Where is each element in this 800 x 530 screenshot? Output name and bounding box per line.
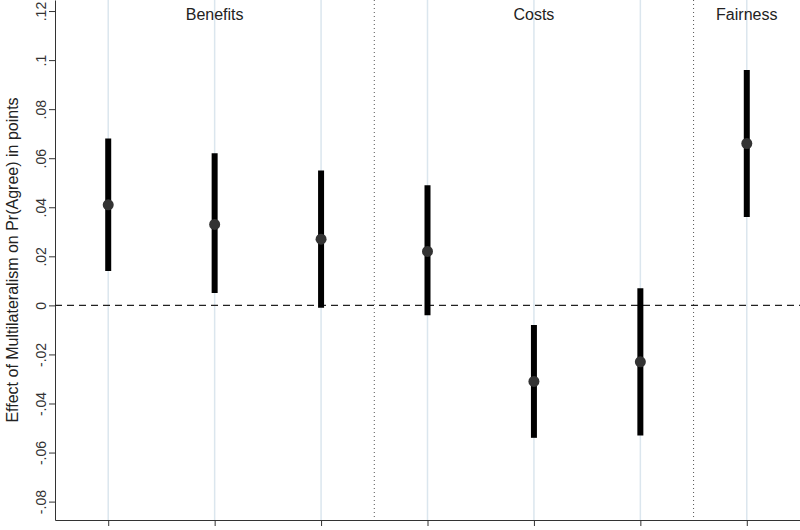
chart: Benefits Costs Fairness -.08 -.06 -.04 -.02 0 .0…	[0, 0, 800, 530]
grid-line	[107, 0, 109, 520]
y-tick-mark	[49, 502, 55, 503]
y-tick: .02	[33, 247, 55, 267]
point	[635, 356, 646, 367]
y-tick-label: -.06	[33, 441, 49, 465]
grid-line	[533, 0, 535, 520]
grid-line	[427, 0, 429, 520]
point	[741, 138, 752, 149]
x-tick	[747, 520, 748, 526]
x-axis	[56, 520, 800, 526]
grid-line	[320, 0, 322, 520]
grid-line	[746, 0, 748, 520]
group-label: Benefits	[186, 6, 244, 23]
group-separator	[374, 0, 375, 520]
y-tick-mark	[49, 158, 55, 159]
point	[422, 246, 433, 257]
y-tick-mark	[49, 354, 55, 355]
y-tick-mark	[49, 11, 55, 12]
y-tick-label: .08	[33, 100, 49, 120]
point	[528, 376, 539, 387]
y-tick: .1	[33, 55, 55, 67]
x-tick	[534, 520, 535, 526]
y-tick-mark	[49, 60, 55, 61]
y-tick-label: .04	[33, 198, 49, 218]
y-axis: -.08 -.06 -.04 -.02 0 .02 .04 .06 .08 .1 .12	[33, 1, 56, 521]
y-tick-label: -.02	[33, 343, 49, 367]
x-tick-mark	[747, 520, 748, 526]
grid	[108, 0, 747, 520]
x-tick-mark	[215, 520, 216, 526]
y-tick: .08	[33, 100, 55, 120]
y-tick-mark	[49, 109, 55, 110]
point	[209, 219, 220, 230]
y-axis-line	[55, 1, 56, 521]
y-tick-mark	[49, 256, 55, 257]
y-tick: -.06	[33, 441, 55, 465]
y-tick: -.02	[33, 343, 55, 367]
x-tick	[640, 520, 641, 526]
x-tick	[215, 520, 216, 526]
y-tick-mark	[49, 305, 55, 306]
y-axis-title: Effect of Multilateralism on Pr(Agree) i…	[4, 97, 21, 422]
x-tick-mark	[428, 520, 429, 526]
y-tick: 0	[33, 302, 55, 310]
x-tick	[108, 520, 109, 526]
y-tick-mark	[49, 453, 55, 454]
y-tick-label: .1	[33, 55, 49, 67]
x-tick-mark	[640, 520, 641, 526]
group-label: Costs	[513, 6, 554, 23]
x-tick	[428, 520, 429, 526]
y-tick-label: .06	[33, 149, 49, 169]
y-tick-label: -.04	[33, 392, 49, 416]
grid-line	[640, 0, 642, 520]
x-tick-mark	[534, 520, 535, 526]
y-tick: .12	[33, 2, 55, 22]
y-tick: .06	[33, 149, 55, 169]
point	[103, 199, 114, 210]
y-tick: -.04	[33, 392, 55, 416]
y-tick-mark	[49, 207, 55, 208]
y-tick-label: 0	[33, 302, 49, 310]
y-tick: .04	[33, 198, 55, 218]
x-tick-mark	[321, 520, 322, 526]
y-tick-label: -.08	[33, 490, 49, 514]
y-tick-label: .12	[33, 2, 49, 22]
y-tick-mark	[49, 403, 55, 404]
group-label: Fairness	[716, 6, 777, 23]
x-tick	[321, 520, 322, 526]
plot-area: Benefits Costs Fairness -.08 -.06 -.04 -.02 0 .0…	[33, 0, 800, 526]
y-tick-label: .02	[33, 247, 49, 267]
x-tick-mark	[108, 520, 109, 526]
group-separator	[693, 0, 694, 520]
point	[316, 234, 327, 245]
grid-line	[214, 0, 216, 520]
y-tick: -.08	[33, 490, 55, 514]
marks	[55, 70, 800, 438]
